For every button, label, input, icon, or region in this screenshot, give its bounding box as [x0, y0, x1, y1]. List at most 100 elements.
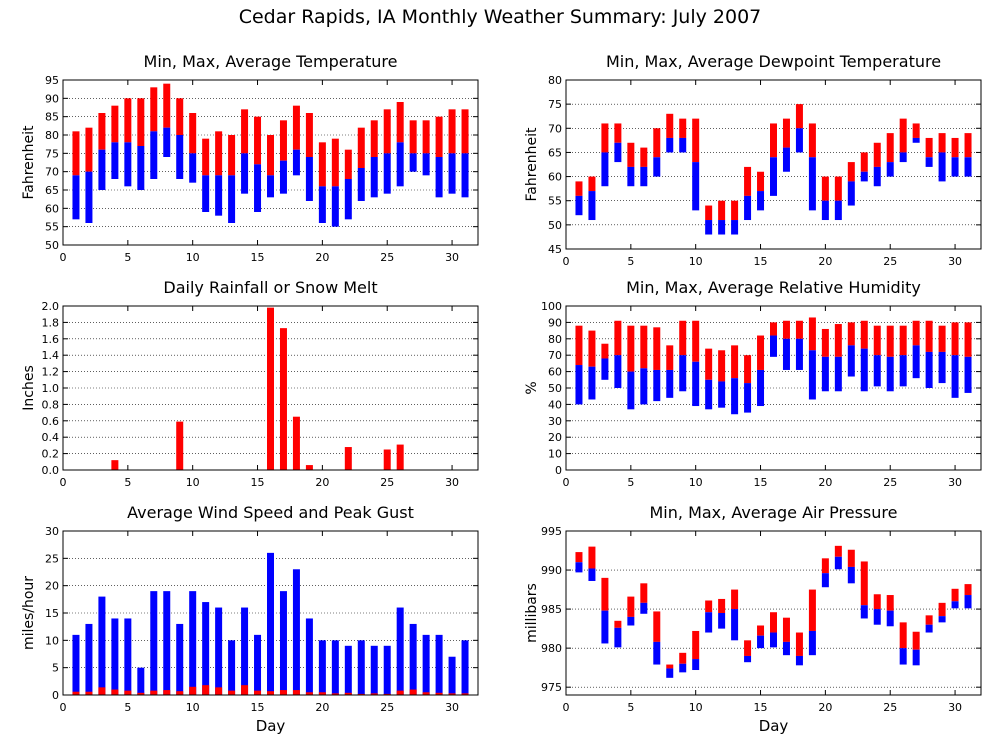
y-tick-label: 65: [45, 184, 59, 197]
upper-range-bar: [938, 325, 946, 352]
upper-range-bar: [344, 149, 352, 179]
plot-frame: [62, 305, 479, 471]
y-axis-label: Fahrenheit: [21, 125, 37, 200]
upper-range-bar: [396, 102, 404, 143]
lower-range-bar: [705, 612, 713, 633]
peak-gust-bar: [98, 596, 106, 695]
upper-range-bar: [951, 588, 959, 602]
lower-range-bar: [757, 635, 765, 649]
lower-range-bar: [770, 157, 777, 196]
upper-range-bar: [111, 105, 119, 143]
lower-range-bar: [588, 568, 596, 581]
lower-range-bar: [370, 157, 378, 198]
upper-range-bar: [964, 322, 972, 357]
y-tick-label: 60: [45, 202, 59, 215]
upper-range-bar: [666, 345, 674, 370]
lower-range-bar: [601, 610, 609, 644]
upper-range-bar: [925, 320, 933, 352]
chart-title: Average Wind Speed and Peak Gust: [127, 503, 414, 522]
upper-range-bar: [679, 652, 687, 664]
upper-range-bar: [731, 589, 739, 610]
lower-range-bar: [964, 595, 972, 609]
lower-range-bar: [614, 142, 622, 163]
lower-range-bar: [692, 659, 700, 671]
average-wind-bar: [409, 689, 417, 695]
upper-range-bar: [422, 120, 430, 154]
upper-range-bar: [795, 632, 803, 656]
lower-range-bar: [627, 616, 635, 626]
lower-range-bar: [834, 556, 842, 570]
lower-range-bar: [575, 365, 583, 405]
upper-range-bar: [886, 133, 894, 163]
chart-title: Min, Max, Average Relative Humidity: [626, 278, 921, 297]
x-tick-label: 15: [754, 255, 768, 268]
lower-range-bar: [409, 153, 417, 172]
rainfall-bar: [267, 307, 274, 470]
lower-range-bar: [305, 157, 313, 201]
lower-range-bar: [640, 368, 648, 405]
peak-gust-bar: [292, 569, 300, 695]
upper-range-bar: [692, 118, 700, 163]
lower-range-bar: [666, 369, 674, 398]
upper-range-bar: [666, 113, 674, 138]
y-tick-label: 50: [548, 382, 562, 395]
upper-range-bar: [588, 330, 596, 367]
lower-range-bar: [744, 195, 752, 221]
lower-range-bar: [176, 135, 184, 179]
y-tick-label: 15: [45, 607, 59, 620]
lower-range-bar: [318, 186, 326, 223]
upper-range-bar: [575, 325, 583, 366]
average-wind-bar: [85, 691, 93, 695]
peak-gust-bar: [189, 591, 197, 695]
lower-range-bar: [821, 200, 829, 221]
peak-gust-bar: [202, 602, 210, 695]
upper-range-bar: [899, 622, 907, 649]
lower-range-bar: [666, 668, 674, 678]
upper-range-bar: [292, 105, 300, 150]
y-tick-label: 0.8: [42, 398, 60, 411]
upper-range-bar: [461, 109, 469, 154]
chart-title: Min, Max, Average Dewpoint Temperature: [606, 52, 941, 71]
lower-range-bar: [951, 157, 959, 177]
lower-range-bar: [925, 624, 933, 633]
average-wind-bar: [422, 692, 430, 695]
upper-range-bar: [873, 594, 881, 610]
average-wind-bar: [163, 690, 171, 695]
lower-range-bar: [435, 157, 443, 198]
x-tick-label: 20: [818, 255, 832, 268]
upper-range-bar: [795, 320, 803, 339]
y-axis-label: Fahrenheit: [524, 127, 540, 202]
x-tick-label: 30: [948, 255, 962, 268]
y-tick-label: 0.6: [42, 415, 60, 428]
lower-range-bar: [899, 355, 907, 387]
y-tick-label: 0: [52, 689, 59, 702]
lower-range-bar: [899, 648, 907, 665]
y-tick-label: 90: [548, 316, 562, 329]
upper-range-bar: [679, 320, 687, 356]
lower-range-bar: [692, 361, 700, 407]
x-tick-label: 15: [251, 476, 265, 489]
plot-frame: [565, 305, 982, 471]
average-wind-bar: [72, 691, 80, 695]
y-axis-label: millibars: [524, 583, 540, 643]
lower-range-bar: [718, 613, 726, 629]
upper-range-bar: [808, 123, 816, 158]
y-tick-label: 60: [548, 171, 562, 184]
rainfall-bar: [111, 460, 119, 470]
lower-range-bar: [757, 369, 765, 407]
upper-range-bar: [588, 176, 596, 192]
rainfall-bar: [344, 447, 352, 470]
peak-gust-bar: [267, 552, 274, 695]
peak-gust-bar: [215, 607, 223, 695]
average-wind-bar: [305, 692, 313, 695]
plot-frame: [565, 530, 982, 696]
upper-range-bar: [228, 135, 236, 176]
peak-gust-bar: [254, 634, 262, 695]
x-tick-label: 15: [754, 701, 768, 714]
lower-range-bar: [834, 356, 842, 392]
average-wind-bar: [150, 690, 158, 695]
upper-range-bar: [744, 355, 752, 384]
lower-range-bar: [938, 152, 946, 182]
upper-range-bar: [834, 545, 842, 557]
upper-range-bar: [886, 595, 894, 611]
